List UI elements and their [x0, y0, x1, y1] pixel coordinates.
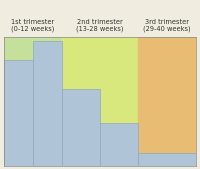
Bar	[138, 153, 196, 166]
Text: 2nd trimester
(13-28 weeks): 2nd trimester (13-28 weeks)	[76, 19, 124, 32]
Bar	[138, 37, 196, 166]
Bar	[100, 123, 138, 166]
Bar	[33, 41, 62, 166]
Text: 3rd trimester
(29-40 weeks): 3rd trimester (29-40 weeks)	[143, 19, 191, 32]
Text: 1st trimester
(0-12 weeks): 1st trimester (0-12 weeks)	[11, 19, 54, 32]
Bar	[62, 37, 138, 166]
Bar	[62, 89, 100, 166]
Bar	[4, 37, 62, 166]
Bar	[4, 60, 33, 166]
